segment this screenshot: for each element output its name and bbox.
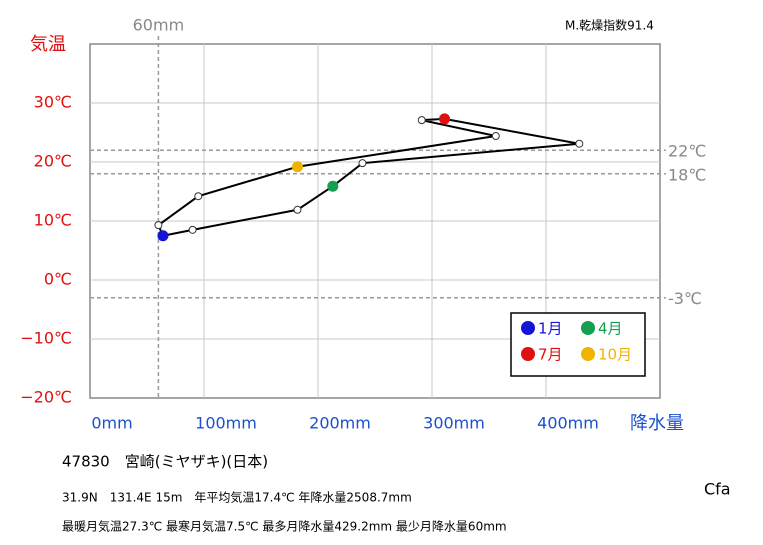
legend-label: 7月 bbox=[538, 346, 563, 364]
legend-label: 1月 bbox=[538, 320, 563, 338]
y-tick-label: −20℃ bbox=[20, 388, 72, 407]
legend-marker bbox=[521, 347, 535, 361]
y-axis-title: 気温 bbox=[30, 34, 66, 55]
data-point bbox=[327, 180, 339, 192]
y-tick-label: 10℃ bbox=[34, 211, 72, 230]
data-point bbox=[358, 159, 367, 168]
data-point bbox=[291, 161, 303, 173]
legend-marker bbox=[581, 347, 595, 361]
y-tick-label: 30℃ bbox=[34, 93, 72, 112]
data-point bbox=[575, 139, 584, 148]
legend-marker bbox=[581, 321, 595, 335]
climate-line bbox=[157, 117, 580, 237]
reference-label: -3℃ bbox=[668, 289, 702, 308]
y-tick-label: −10℃ bbox=[20, 329, 72, 348]
legend-label: 10月 bbox=[598, 346, 632, 364]
data-point bbox=[154, 221, 163, 230]
index-label: M.乾燥指数91.4 bbox=[565, 18, 654, 33]
data-point bbox=[417, 116, 426, 125]
note: 最暖月気温27.3℃ 最寒月気温7.5℃ 最多月降水量429.2mm 最少月降水… bbox=[62, 519, 507, 534]
reference-label: 60mm bbox=[133, 16, 185, 35]
y-tick-label: 0℃ bbox=[44, 270, 72, 289]
x-tick-label: 300mm bbox=[423, 414, 485, 433]
x-tick-label: 400mm bbox=[537, 414, 599, 433]
chart-title: 47830 宮崎(ミヤザキ)(日本) bbox=[62, 453, 268, 471]
data-point bbox=[157, 230, 169, 242]
data-point bbox=[293, 205, 302, 214]
y-tick-label: 20℃ bbox=[34, 152, 72, 171]
data-point bbox=[188, 225, 197, 234]
data-point bbox=[194, 192, 203, 201]
climate-class: Cfa bbox=[704, 480, 731, 499]
subtitle: 31.9N 131.4E 15m 年平均気温17.4℃ 年降水量2508.7mm bbox=[62, 490, 412, 505]
x-tick-label: 0mm bbox=[91, 414, 132, 433]
data-point bbox=[439, 113, 451, 125]
x-tick-label: 200mm bbox=[309, 414, 371, 433]
reference-label: 22℃ bbox=[668, 142, 706, 161]
legend-marker bbox=[521, 321, 535, 335]
x-axis-title: 降水量 bbox=[630, 413, 684, 434]
x-tick-label: 100mm bbox=[195, 414, 257, 433]
legend-label: 4月 bbox=[598, 320, 623, 338]
data-point bbox=[491, 132, 500, 141]
reference-label: 18℃ bbox=[668, 165, 706, 184]
